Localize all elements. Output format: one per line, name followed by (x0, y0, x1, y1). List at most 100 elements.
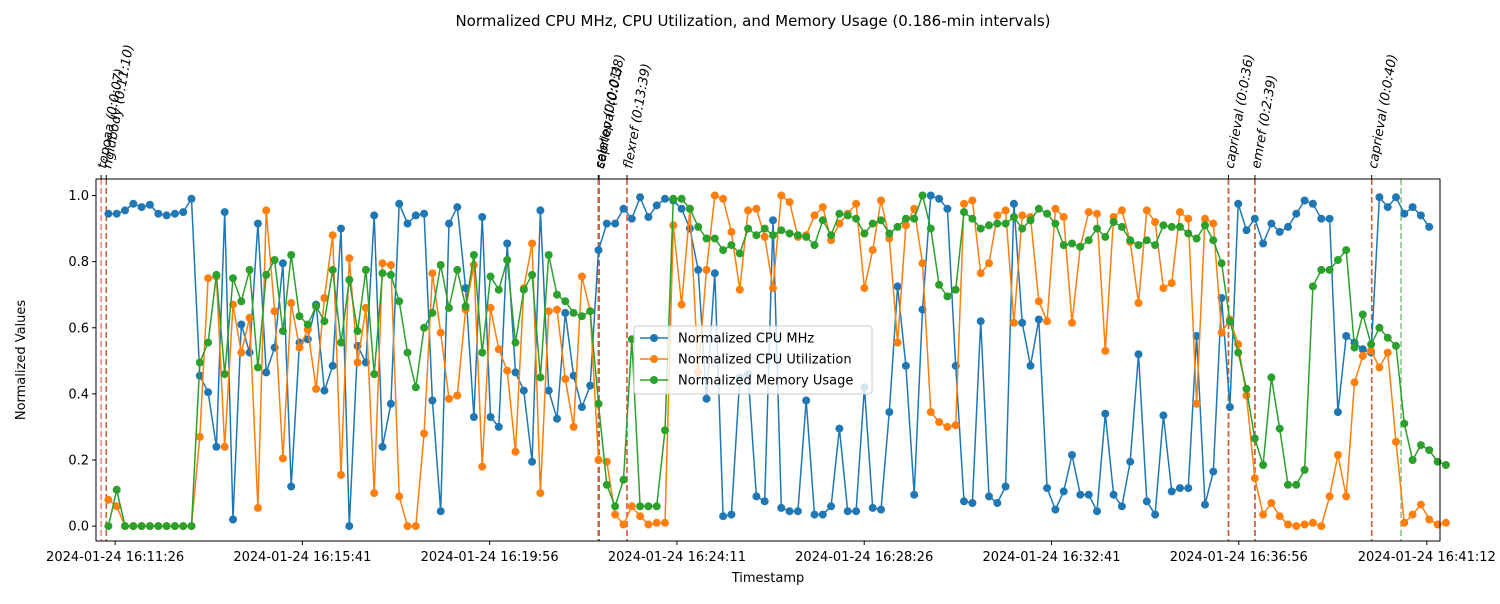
data-point (1284, 480, 1292, 489)
data-point (320, 317, 329, 326)
data-point (877, 196, 885, 205)
series-line (107, 192, 1447, 527)
data-point (1225, 403, 1234, 412)
data-point (677, 204, 686, 213)
data-point (1084, 490, 1093, 499)
data-point (220, 370, 229, 379)
data-point (777, 226, 786, 235)
data-point (577, 403, 586, 412)
data-point (1192, 399, 1201, 408)
data-point (943, 204, 952, 213)
data-point (710, 234, 719, 243)
data-point (1184, 214, 1193, 223)
data-point (735, 249, 744, 258)
data-point (1400, 419, 1409, 428)
data-point (486, 413, 495, 421)
data-point (445, 394, 453, 403)
data-point (752, 204, 761, 213)
data-point (1292, 522, 1301, 531)
data-point (1242, 384, 1251, 393)
data-point (370, 211, 379, 220)
data-point (503, 256, 512, 264)
data-point (926, 408, 935, 417)
data-point (179, 208, 188, 217)
data-point (386, 270, 395, 279)
data-point (885, 408, 894, 417)
data-point (1425, 515, 1434, 524)
data-point (968, 499, 977, 507)
data-point (852, 199, 861, 208)
x-tick-label: 2024-01-24 16:32:41 (982, 550, 1120, 565)
data-point (295, 343, 304, 352)
data-point (1068, 318, 1076, 327)
data-point (353, 358, 362, 367)
data-point (785, 229, 794, 238)
x-tick-label: 2024-01-24 16:36:56 (1170, 550, 1308, 565)
data-point (1026, 216, 1035, 225)
data-point (1184, 484, 1193, 493)
data-point (237, 320, 246, 329)
data-point (1117, 222, 1126, 231)
data-point (661, 426, 669, 435)
data-point (1284, 222, 1292, 231)
data-point (511, 338, 520, 347)
data-point (295, 312, 304, 321)
legend-marker (650, 355, 658, 363)
data-point (1234, 348, 1243, 357)
data-point (420, 429, 429, 438)
data-point (278, 327, 287, 336)
plot-series (104, 191, 1450, 531)
data-point (1051, 505, 1060, 514)
data-point (561, 297, 570, 306)
data-point (378, 259, 387, 268)
data-point (935, 418, 944, 426)
data-point (918, 259, 927, 268)
data-point (685, 204, 694, 213)
data-point (320, 294, 329, 302)
data-point (1009, 213, 1018, 221)
data-point (744, 224, 753, 233)
x-tick-label: 2024-01-24 16:28:26 (795, 550, 933, 565)
data-point (112, 209, 121, 218)
data-point (1051, 204, 1060, 213)
data-point (1275, 227, 1284, 236)
data-point (478, 462, 487, 471)
data-point (104, 209, 113, 218)
data-point (611, 502, 620, 511)
data-point (785, 507, 794, 516)
data-point (818, 203, 827, 212)
data-point (1043, 317, 1052, 326)
data-point (1325, 492, 1334, 501)
data-point (619, 520, 628, 529)
data-point (910, 490, 919, 499)
data-point (1076, 242, 1085, 251)
data-point (287, 251, 296, 259)
data-point (1342, 492, 1351, 501)
data-point (395, 199, 404, 208)
data-point (810, 510, 819, 519)
data-point (544, 251, 553, 259)
data-point (976, 269, 985, 278)
data-point (802, 396, 811, 405)
data-point (1093, 224, 1101, 233)
data-point (1383, 203, 1392, 212)
data-point (810, 211, 819, 220)
data-point (553, 290, 561, 299)
data-point (154, 522, 163, 531)
data-point (702, 265, 711, 274)
data-point (669, 221, 678, 230)
data-point (270, 256, 279, 264)
data-point (702, 394, 711, 403)
data-point (860, 229, 869, 238)
data-point (1275, 424, 1284, 433)
data-point (1026, 361, 1035, 370)
data-point (868, 219, 877, 228)
data-point (1408, 510, 1417, 519)
data-point (1259, 461, 1268, 469)
data-point (469, 413, 478, 421)
data-point (926, 191, 935, 200)
data-point (1284, 520, 1292, 529)
data-point (253, 219, 262, 228)
y-tick-label: 0.6 (68, 321, 89, 336)
data-point (1192, 332, 1201, 340)
